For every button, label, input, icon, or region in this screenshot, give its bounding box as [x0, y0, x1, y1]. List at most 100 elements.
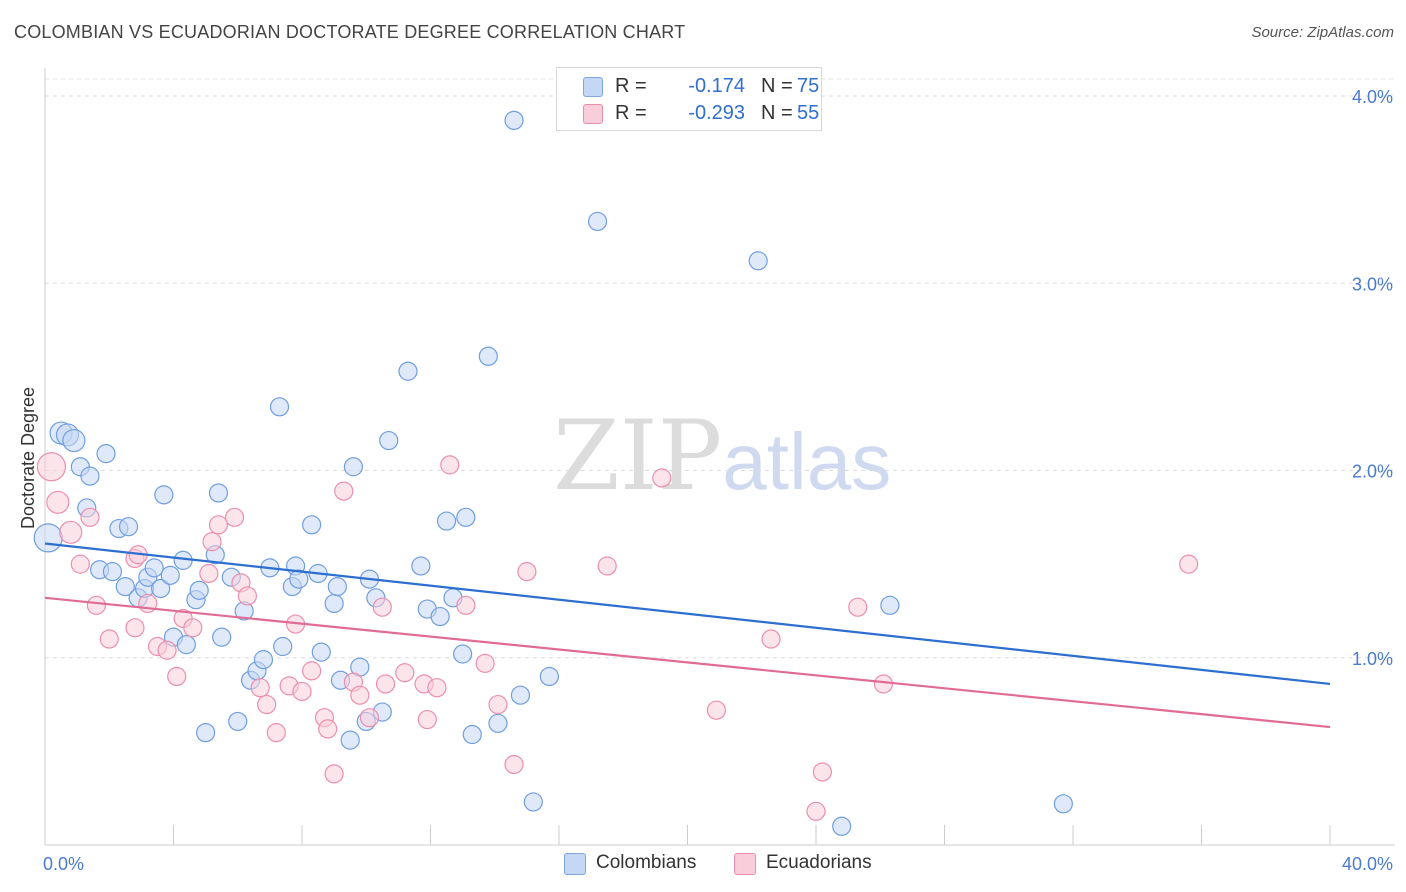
- colombians-point: [102, 562, 123, 582]
- watermark-atlas: atlas: [722, 417, 892, 506]
- y-axis-label: Doctorate Degree: [18, 387, 38, 529]
- colombians-point: [144, 558, 164, 578]
- colombians-point: [208, 483, 229, 503]
- legend-r-label: R =: [615, 75, 647, 97]
- trend-lines: [44, 542, 1331, 729]
- colombians-point: [832, 816, 852, 836]
- legend-r-label: R =: [615, 102, 647, 124]
- colombians-legend-swatch: [564, 853, 586, 875]
- colombians-point: [456, 507, 476, 527]
- colombians-point: [62, 428, 86, 453]
- ecuadorians-point: [1179, 554, 1199, 574]
- legend-r-value: -0.293: [688, 102, 745, 124]
- colombians-point: [253, 650, 274, 670]
- ecuadorians-point: [36, 452, 67, 482]
- colombians-swatch: [583, 77, 603, 97]
- ecuadorians-legend-swatch: [734, 853, 756, 875]
- colombians-points: [33, 110, 1073, 836]
- colombians-trend-line: [44, 542, 1331, 686]
- ecuadorians-points: [36, 452, 1199, 821]
- ecuadorians-point: [597, 556, 617, 576]
- ecuadorians-point: [250, 678, 270, 698]
- ecuadorians-point: [86, 595, 107, 615]
- ecuadorians-point: [208, 515, 229, 535]
- colombians-point: [189, 580, 209, 600]
- colombians-point: [160, 565, 180, 585]
- ecuadorians-point: [202, 532, 222, 552]
- colombians-point: [289, 569, 309, 589]
- ecuadorians-point: [359, 708, 380, 728]
- colombians-point: [880, 595, 900, 615]
- colombians-point: [453, 644, 473, 664]
- colombians-point: [587, 211, 608, 232]
- colombians-point: [311, 642, 331, 662]
- ecuadorians-point: [183, 618, 203, 638]
- watermark: ZIPatlas: [553, 400, 891, 512]
- ecuadorians-point: [375, 674, 396, 694]
- ecuadorians-point: [395, 663, 415, 683]
- ecuadorians-point: [488, 694, 508, 715]
- ecuadorians-point: [706, 700, 727, 720]
- ecuadorians-point: [167, 666, 187, 687]
- colombians-legend-label: Colombians: [596, 852, 697, 873]
- chart-title: COLOMBIAN VS ECUADORIAN DOCTORATE DEGREE…: [14, 22, 686, 42]
- ecuadorians-point: [324, 764, 344, 784]
- ecuadorians-point: [372, 597, 392, 617]
- x-tick-label-min: 0.0%: [43, 854, 84, 874]
- axes: [44, 68, 1395, 846]
- ecuadorians-point: [873, 674, 894, 694]
- colombians-point: [151, 578, 171, 599]
- legend-n-label: N =: [761, 75, 793, 97]
- colombians-point: [118, 517, 139, 537]
- legend-n-label: N =: [761, 102, 793, 124]
- colombians-point: [398, 361, 418, 381]
- ecuadorians-point: [70, 554, 90, 574]
- y-tick-label: 1.0%: [1352, 649, 1393, 669]
- ecuadorians-point: [224, 507, 245, 527]
- ecuadorians-point: [46, 490, 70, 514]
- ecuadorians-point: [350, 685, 370, 705]
- colombians-point: [510, 685, 531, 705]
- ecuadorians-point: [440, 455, 460, 475]
- ecuadorians-point: [427, 678, 447, 698]
- colombians-point: [33, 523, 63, 553]
- ecuadorians-point: [761, 629, 781, 649]
- colombians-point: [411, 556, 431, 576]
- colombians-point: [436, 511, 457, 531]
- colombians-point: [478, 346, 498, 366]
- ecuadorians-point: [99, 629, 119, 649]
- colombians-point: [430, 606, 450, 627]
- colombians-point: [327, 576, 347, 597]
- colombians-point: [539, 666, 559, 687]
- colombians-point: [523, 792, 543, 812]
- colombians-point: [343, 457, 363, 477]
- ecuadorians-point: [302, 661, 322, 681]
- colombians-point: [1053, 794, 1073, 814]
- ecuadorians-point: [417, 709, 437, 730]
- ecuadorians-point: [125, 618, 145, 638]
- ecuadorians-point: [475, 653, 495, 673]
- ecuadorians-legend-label: Ecuadorians: [766, 852, 872, 873]
- ecuadorians-point: [237, 586, 257, 606]
- ecuadorians-point: [157, 640, 177, 660]
- colombians-point: [379, 430, 399, 451]
- colombians-point: [96, 444, 116, 464]
- colombians-point: [488, 713, 508, 733]
- tick-labels: 1.0% 2.0% 3.0% 4.0% 0.0% 40.0% Doctorate Degre…: [18, 87, 1393, 874]
- stats-legend: R = -0.174 N = 75 R = -0.293 N = 55: [556, 67, 822, 131]
- colombians-point: [324, 593, 344, 614]
- ecuadorians-point: [504, 754, 524, 775]
- colombians-point: [340, 730, 360, 750]
- colombians-point: [462, 724, 482, 745]
- colombians-point: [269, 397, 290, 417]
- ecuadorians-point: [292, 681, 312, 702]
- colombians-point: [228, 711, 248, 732]
- colombians-point: [504, 110, 524, 130]
- ecuadorians-point: [199, 563, 219, 584]
- ecuadorians-point: [812, 762, 833, 782]
- colombians-point: [80, 466, 100, 486]
- colombians-point: [176, 635, 196, 655]
- colombians-point: [302, 515, 322, 535]
- ecuadorians-point: [59, 520, 83, 544]
